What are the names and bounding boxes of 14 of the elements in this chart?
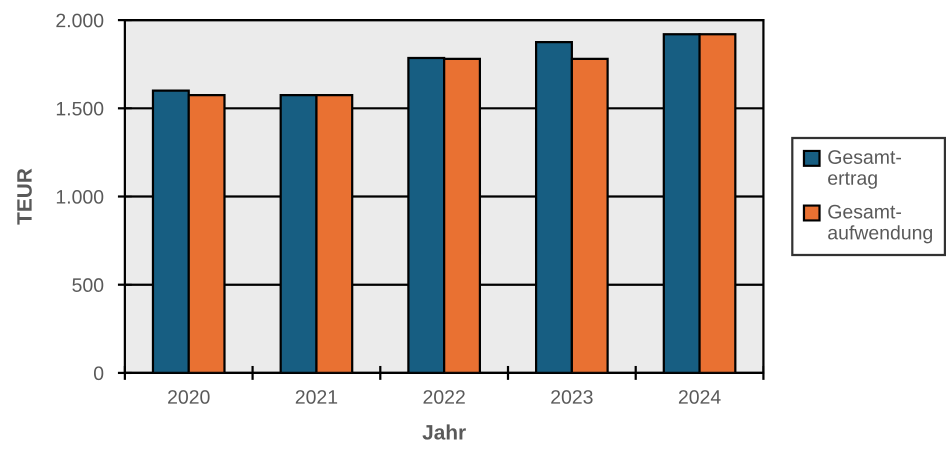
legend-label: Gesamt- ertrag — [828, 150, 901, 189]
legend-label: Gesamt- aufwendung — [828, 204, 932, 244]
x-tick-label: 2022 — [424, 390, 465, 404]
y-tick-label: 2.000 — [56, 14, 104, 28]
x-tick-label: 2021 — [296, 390, 338, 404]
y-axis-title: TEUR — [17, 168, 32, 225]
y-tick-label: 1.000 — [56, 190, 104, 204]
y-tick-label: 500 — [72, 278, 104, 292]
x-axis-title: Jahr — [422, 424, 466, 440]
x-tick-label: 2020 — [168, 390, 210, 404]
y-tick-label: 0 — [94, 366, 104, 380]
y-tick-label: 1.500 — [56, 102, 104, 116]
x-tick-label: 2023 — [551, 390, 593, 404]
x-tick-label: 2024 — [678, 390, 721, 404]
